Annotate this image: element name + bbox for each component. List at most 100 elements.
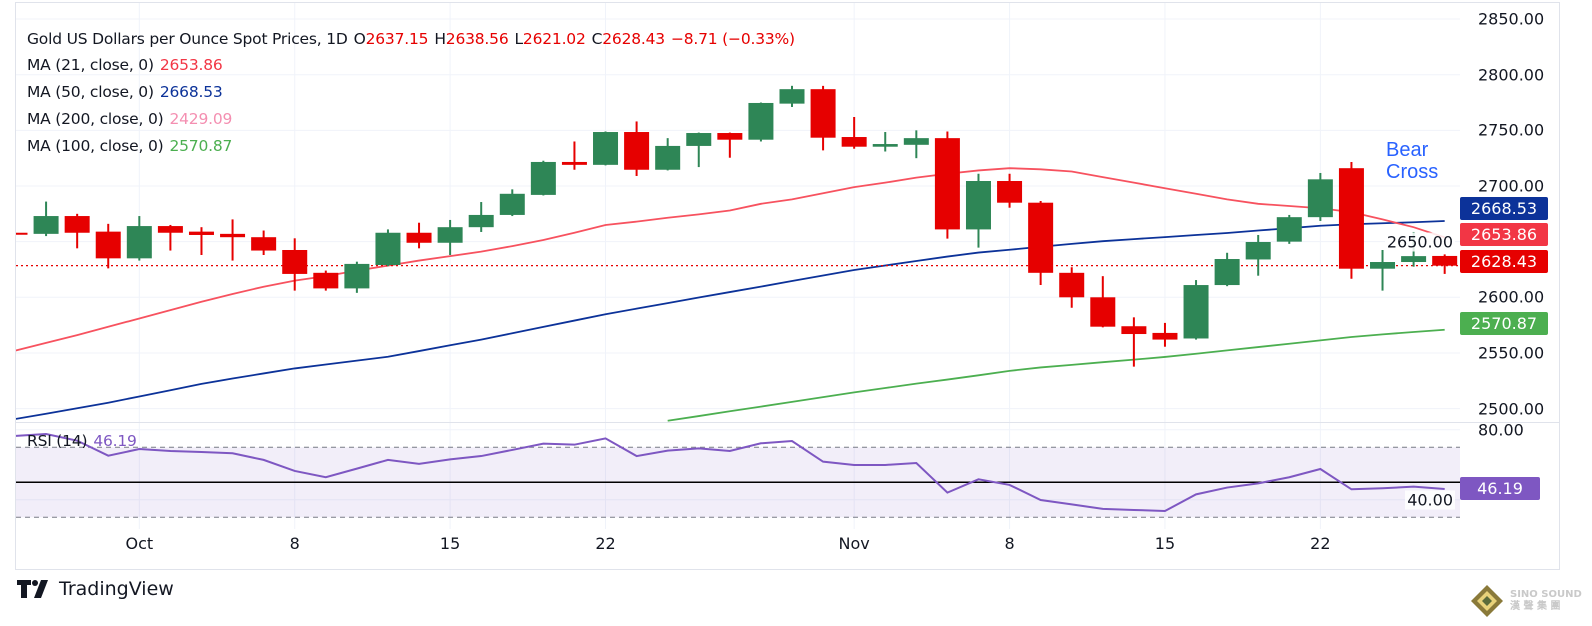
price-tick-label: 2750.00 bbox=[1478, 120, 1545, 140]
rsi-legend-value: 46.19 bbox=[93, 432, 137, 450]
ma100-legend[interactable]: MA (100, close, 0) 2570.87 bbox=[27, 137, 238, 155]
tradingview-logo[interactable]: TradingView bbox=[17, 578, 174, 600]
candle-body bbox=[64, 216, 90, 233]
tradingview-brand-text: TradingView bbox=[59, 578, 174, 600]
candle-body bbox=[1214, 259, 1240, 286]
open-value: 2637.15 bbox=[365, 30, 429, 48]
candle bbox=[220, 219, 246, 261]
candle bbox=[686, 132, 712, 168]
price-tick-label: 2800.00 bbox=[1478, 65, 1545, 85]
last-price-badge: 2628.43 bbox=[1460, 250, 1548, 273]
ma200-legend[interactable]: MA (200, close, 0) 2429.09 bbox=[27, 110, 238, 128]
candle bbox=[1276, 214, 1302, 244]
candle-body bbox=[810, 89, 836, 138]
candle bbox=[655, 138, 681, 171]
candle bbox=[1059, 267, 1085, 308]
candle bbox=[593, 131, 619, 166]
bear-cross-annotation: Bear Cross bbox=[1386, 139, 1438, 183]
candle-body bbox=[748, 102, 774, 140]
ma21-legend[interactable]: MA (21, close, 0) 2653.86 bbox=[27, 56, 229, 74]
tradingview-logo-icon bbox=[17, 580, 48, 598]
candle-body bbox=[1121, 326, 1147, 335]
candle bbox=[313, 270, 339, 291]
candle-body bbox=[686, 133, 712, 146]
candle bbox=[95, 223, 121, 269]
candle-body bbox=[1028, 202, 1054, 273]
price-pane bbox=[16, 85, 1460, 422]
rsi-value-badge: 46.19 bbox=[1460, 477, 1540, 500]
rsi-label: RSI (14) bbox=[27, 432, 88, 450]
time-tick-label: 8 bbox=[1004, 534, 1015, 553]
candle bbox=[406, 222, 432, 249]
candle-body bbox=[220, 233, 246, 238]
candle bbox=[1245, 234, 1271, 276]
ma21-price-badge: 2653.86 bbox=[1460, 223, 1548, 246]
candle-body bbox=[16, 232, 28, 235]
symbol-title: Gold US Dollars per Ounce Spot Prices, 1… bbox=[27, 30, 348, 48]
ma21-label: MA (21, close, 0) bbox=[27, 56, 154, 74]
candle bbox=[1090, 276, 1116, 328]
candle bbox=[717, 132, 743, 158]
candle-body bbox=[406, 232, 432, 243]
time-tick-label: 8 bbox=[289, 534, 300, 553]
sino-sound-watermark: SINO SOUND 漢 聲 集 團 bbox=[1470, 584, 1582, 618]
price-tick-label: 2600.00 bbox=[1478, 287, 1545, 307]
candle bbox=[375, 229, 401, 267]
rsi-legend[interactable]: RSI (14) 46.19 bbox=[27, 432, 143, 450]
candle-body bbox=[593, 132, 619, 165]
candle bbox=[157, 224, 183, 251]
candle-body bbox=[530, 161, 556, 195]
candle bbox=[251, 230, 277, 256]
candle-body bbox=[33, 216, 59, 234]
candle-body bbox=[282, 249, 308, 274]
ma50-legend[interactable]: MA (50, close, 0) 2668.53 bbox=[27, 83, 229, 101]
watermark-chinese-text: 漢 聲 集 團 bbox=[1510, 601, 1561, 612]
annotation-line1: Bear bbox=[1386, 139, 1429, 161]
candle-body bbox=[126, 226, 152, 259]
candle bbox=[1307, 172, 1333, 221]
ma21-value: 2653.86 bbox=[159, 56, 223, 74]
candle bbox=[872, 132, 898, 152]
low-label: L bbox=[514, 30, 523, 48]
candle bbox=[126, 216, 152, 261]
annotation-line2: Cross bbox=[1386, 161, 1439, 183]
candle-body bbox=[779, 89, 805, 104]
candle-body bbox=[1276, 217, 1302, 242]
time-tick-label: 22 bbox=[595, 534, 616, 553]
ma200-value: 2429.09 bbox=[169, 110, 233, 128]
candle-body bbox=[1432, 255, 1458, 266]
chart-frame bbox=[15, 2, 1560, 570]
candle-body bbox=[1152, 332, 1178, 340]
price-tick-label: 2650.00 bbox=[1384, 232, 1455, 252]
candle bbox=[1152, 322, 1178, 347]
symbol-legend: Gold US Dollars per Ounce Spot Prices, 1… bbox=[27, 30, 801, 48]
candle bbox=[779, 85, 805, 107]
candle-body bbox=[95, 231, 121, 259]
candle bbox=[282, 238, 308, 291]
candle-body bbox=[965, 180, 991, 230]
candle bbox=[810, 85, 836, 151]
candle bbox=[934, 131, 960, 239]
open-label: O bbox=[353, 30, 366, 48]
low-value: 2621.02 bbox=[522, 30, 586, 48]
ma100-line bbox=[667, 328, 1445, 422]
ma50-label: MA (50, close, 0) bbox=[27, 83, 154, 101]
ma50-line bbox=[16, 220, 1445, 420]
time-tick-label: 22 bbox=[1310, 534, 1331, 553]
rsi-line bbox=[16, 432, 1445, 513]
ma200-label: MA (200, close, 0) bbox=[27, 110, 164, 128]
candle-body bbox=[1245, 241, 1271, 260]
candle-body bbox=[157, 226, 183, 233]
candle-body bbox=[717, 133, 743, 140]
candle bbox=[33, 201, 59, 237]
candle bbox=[997, 173, 1023, 208]
candle bbox=[64, 213, 90, 249]
candle bbox=[1028, 201, 1054, 286]
rsi-tick-label: 80.00 bbox=[1478, 420, 1524, 440]
candle bbox=[188, 227, 214, 256]
price-tick-label: 2550.00 bbox=[1478, 343, 1545, 363]
candle-body bbox=[934, 138, 960, 230]
sino-sound-logo-icon bbox=[1471, 585, 1503, 617]
candle bbox=[499, 189, 525, 217]
